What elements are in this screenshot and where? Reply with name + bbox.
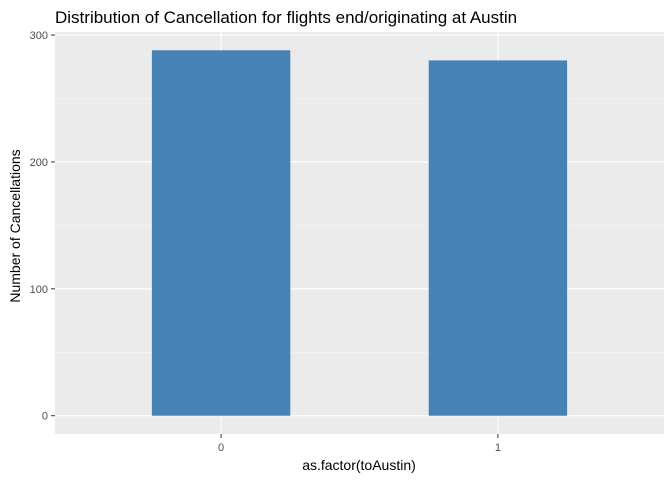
- y-axis: 0 100 200 300: [30, 30, 55, 423]
- x-tick-label: 1: [495, 442, 501, 454]
- y-tick-label: 0: [42, 411, 48, 423]
- bar-0: [151, 50, 291, 416]
- bar-1: [428, 60, 568, 416]
- bars: [151, 50, 568, 416]
- chart-title: Distribution of Cancellation for flights…: [55, 8, 517, 27]
- x-tick-label: 0: [218, 442, 224, 454]
- y-tick-label: 300: [30, 30, 48, 42]
- y-tick-label: 200: [30, 157, 48, 169]
- y-tick-label: 100: [30, 284, 48, 296]
- plot-panel: [55, 32, 664, 434]
- y-axis-label: Number of Cancellations: [7, 149, 23, 302]
- x-axis-label: as.factor(toAustin): [302, 457, 416, 473]
